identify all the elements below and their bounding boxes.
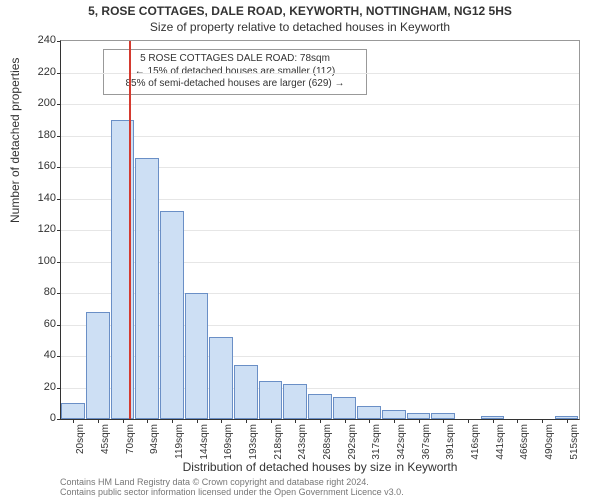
x-tick-label: 515sqm: [569, 424, 580, 460]
legend-line-larger: 85% of semi-detached houses are larger (…: [110, 78, 360, 91]
y-tick-label: 80: [0, 286, 56, 298]
x-tick-label: 193sqm: [248, 424, 259, 460]
y-tick-label: 100: [0, 255, 56, 267]
x-tick-mark: [493, 419, 494, 423]
y-tick-label: 240: [0, 34, 56, 46]
histogram-bar: [86, 312, 110, 419]
x-tick-mark: [172, 419, 173, 423]
y-tick-label: 20: [0, 381, 56, 393]
y-tick-mark: [57, 230, 61, 231]
y-tick-mark: [57, 419, 61, 420]
histogram-bar: [160, 211, 184, 419]
x-tick-mark: [221, 419, 222, 423]
gridline: [61, 104, 579, 105]
y-tick-label: 0: [0, 412, 56, 424]
x-tick-mark: [542, 419, 543, 423]
x-tick-mark: [468, 419, 469, 423]
x-tick-label: 490sqm: [544, 424, 555, 460]
legend-line-property: 5 ROSE COTTAGES DALE ROAD: 78sqm: [110, 53, 360, 66]
x-tick-mark: [147, 419, 148, 423]
x-tick-mark: [246, 419, 247, 423]
y-tick-mark: [57, 325, 61, 326]
histogram-bar: [357, 406, 381, 419]
x-tick-label: 144sqm: [199, 424, 210, 460]
x-tick-mark: [394, 419, 395, 423]
y-tick-mark: [57, 262, 61, 263]
y-tick-label: 120: [0, 223, 56, 235]
x-tick-mark: [369, 419, 370, 423]
attribution-text: Contains HM Land Registry data © Crown c…: [60, 478, 404, 498]
x-tick-label: 94sqm: [149, 424, 160, 454]
x-tick-label: 391sqm: [445, 424, 456, 460]
x-tick-label: 243sqm: [297, 424, 308, 460]
x-tick-label: 45sqm: [100, 424, 111, 454]
attribution-line-2: Contains public sector information licen…: [60, 488, 404, 498]
histogram-bar: [382, 410, 406, 419]
x-tick-label: 268sqm: [322, 424, 333, 460]
histogram-bar: [308, 394, 332, 419]
y-tick-mark: [57, 136, 61, 137]
x-tick-mark: [123, 419, 124, 423]
x-tick-mark: [271, 419, 272, 423]
x-tick-mark: [419, 419, 420, 423]
y-tick-mark: [57, 388, 61, 389]
histogram-bar: [209, 337, 233, 419]
histogram-bar: [333, 397, 357, 419]
y-tick-label: 40: [0, 349, 56, 361]
x-tick-label: 169sqm: [223, 424, 234, 460]
x-tick-label: 292sqm: [347, 424, 358, 460]
histogram-bar: [283, 384, 307, 419]
y-tick-mark: [57, 167, 61, 168]
histogram-bar: [259, 381, 283, 419]
y-tick-mark: [57, 356, 61, 357]
x-tick-label: 342sqm: [396, 424, 407, 460]
y-tick-label: 200: [0, 97, 56, 109]
y-tick-mark: [57, 73, 61, 74]
x-tick-label: 218sqm: [273, 424, 284, 460]
histogram-bar: [135, 158, 159, 419]
x-tick-label: 70sqm: [125, 424, 136, 454]
gridline: [61, 136, 579, 137]
y-tick-mark: [57, 199, 61, 200]
y-tick-mark: [57, 41, 61, 42]
x-tick-mark: [517, 419, 518, 423]
x-tick-label: 416sqm: [470, 424, 481, 460]
gridline: [61, 73, 579, 74]
histogram-bar: [61, 403, 85, 419]
y-tick-label: 60: [0, 318, 56, 330]
x-tick-label: 317sqm: [371, 424, 382, 460]
x-tick-label: 20sqm: [75, 424, 86, 454]
y-tick-label: 220: [0, 66, 56, 78]
x-tick-label: 441sqm: [495, 424, 506, 460]
x-tick-mark: [98, 419, 99, 423]
x-tick-mark: [443, 419, 444, 423]
chart-container: 5, ROSE COTTAGES, DALE ROAD, KEYWORTH, N…: [0, 0, 600, 500]
x-tick-label: 466sqm: [519, 424, 530, 460]
histogram-bar: [234, 365, 258, 419]
y-tick-mark: [57, 293, 61, 294]
x-axis-label: Distribution of detached houses by size …: [60, 460, 580, 474]
property-marker-line: [129, 41, 131, 419]
x-tick-mark: [320, 419, 321, 423]
x-tick-mark: [345, 419, 346, 423]
x-tick-mark: [73, 419, 74, 423]
chart-subtitle: Size of property relative to detached ho…: [0, 20, 600, 34]
x-tick-mark: [295, 419, 296, 423]
y-tick-label: 140: [0, 192, 56, 204]
chart-title-address: 5, ROSE COTTAGES, DALE ROAD, KEYWORTH, N…: [0, 4, 600, 18]
x-tick-label: 119sqm: [174, 424, 185, 459]
x-tick-mark: [197, 419, 198, 423]
y-tick-label: 160: [0, 160, 56, 172]
y-tick-label: 180: [0, 129, 56, 141]
plot-area: 5 ROSE COTTAGES DALE ROAD: 78sqm ← 15% o…: [60, 40, 580, 420]
histogram-bar: [185, 293, 209, 419]
x-tick-mark: [567, 419, 568, 423]
y-tick-mark: [57, 104, 61, 105]
x-tick-label: 367sqm: [421, 424, 432, 460]
